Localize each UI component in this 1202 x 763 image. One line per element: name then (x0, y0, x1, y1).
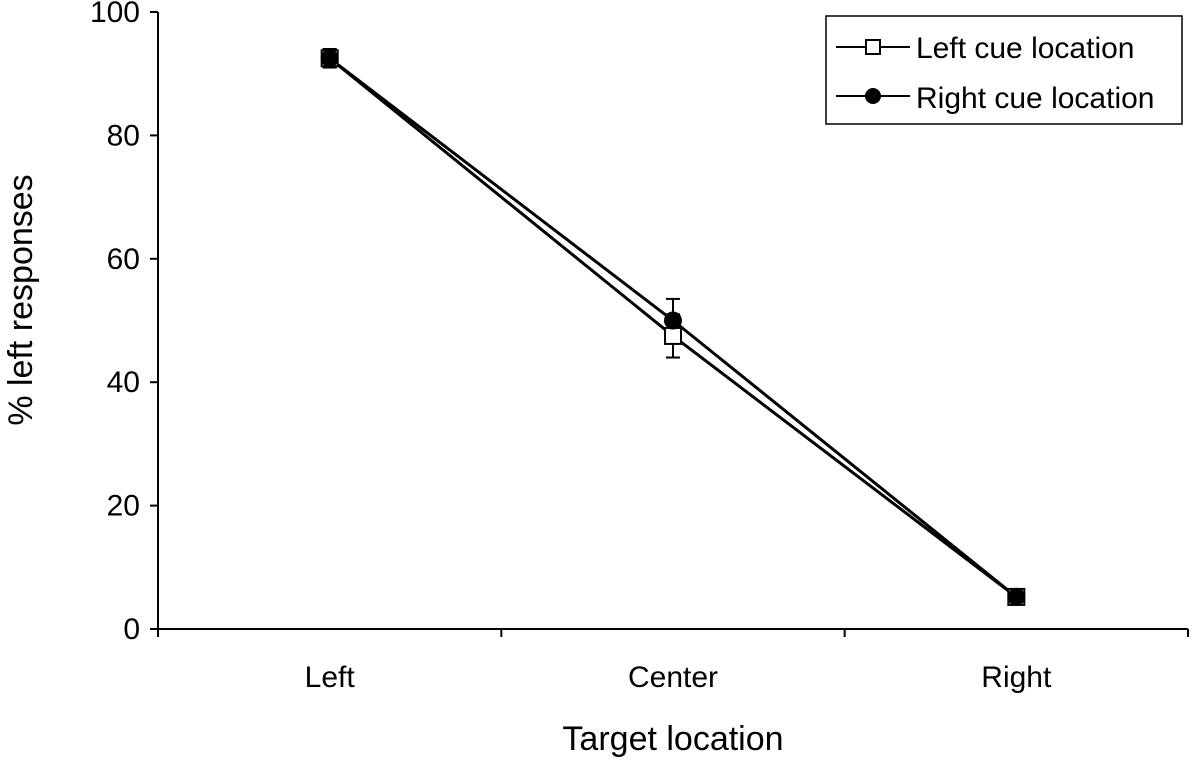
data-point-open-square (664, 326, 682, 345)
series-layer (320, 48, 1026, 606)
data-point-filled-circle (664, 311, 682, 330)
data-point-filled-circle (320, 49, 339, 68)
x-axis-title: Target location (562, 720, 783, 758)
x-ticks: Left Center Right (157, 629, 1189, 694)
x-tick-label: Center (628, 661, 718, 694)
y-tick-label: 20 (107, 490, 140, 523)
y-axis-title: % left responses (2, 174, 40, 425)
y-ticks: 0 20 40 60 80 100 (90, 0, 158, 646)
legend: Left cue location Right cue location (825, 15, 1183, 125)
axes (157, 12, 1188, 630)
legend-label-right-cue: Right cue location (916, 82, 1154, 115)
legend-box (825, 15, 1183, 125)
data-point-filled-circle (1007, 587, 1026, 606)
y-tick-label: 40 (107, 366, 140, 399)
x-tick-label: Left (305, 661, 356, 694)
legend-marker-filled-circle (865, 88, 881, 104)
y-tick-label: 0 (123, 613, 140, 646)
y-tick-label: 100 (90, 0, 140, 29)
y-tick-label: 60 (107, 243, 140, 276)
y-tick-label: 80 (107, 119, 140, 152)
legend-label-left-cue: Left cue location (916, 32, 1134, 65)
legend-marker-open-square (865, 39, 881, 55)
x-tick-label: Right (981, 661, 1052, 694)
